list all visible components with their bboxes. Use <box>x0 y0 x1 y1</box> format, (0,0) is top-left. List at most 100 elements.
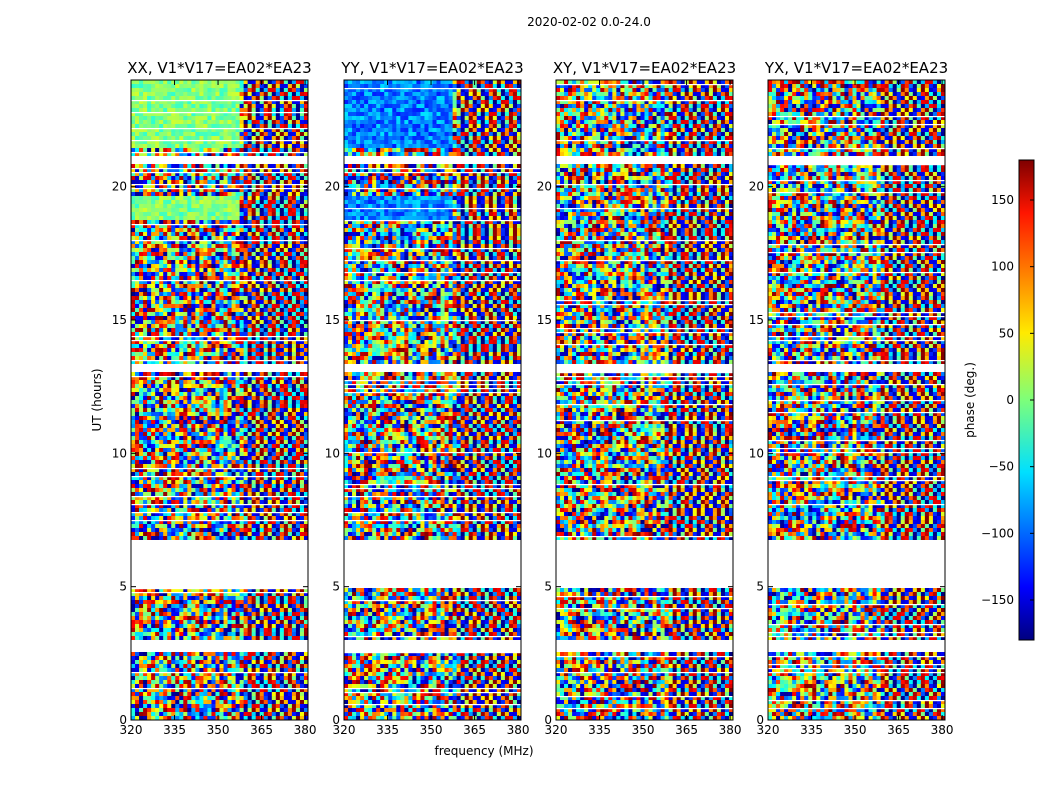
heatmap-cell <box>131 224 136 228</box>
heatmap-cell <box>211 428 216 432</box>
heatmap-cell <box>275 528 281 532</box>
heatmap-cell <box>299 464 305 468</box>
heatmap-cell <box>143 116 148 120</box>
heatmap-cell <box>231 336 236 340</box>
heatmap-cell <box>255 424 261 428</box>
heatmap-cell <box>191 80 196 84</box>
heatmap-cell <box>291 204 297 208</box>
heatmap-cell <box>143 252 148 256</box>
heatmap-cell <box>235 164 241 168</box>
heatmap-cell <box>183 384 188 388</box>
heatmap-cell <box>131 236 136 240</box>
heatmap-cell <box>135 372 140 376</box>
heatmap-cell <box>251 400 257 404</box>
heatmap-cell <box>143 428 148 432</box>
heatmap-cell <box>179 300 184 304</box>
heatmap-cell <box>175 136 180 140</box>
heatmap-cell <box>147 292 152 296</box>
heatmap-cell <box>303 152 309 156</box>
heatmap-cell <box>243 400 249 404</box>
heatmap-cell <box>191 528 196 532</box>
heatmap-cell <box>267 448 273 452</box>
heatmap-cell <box>155 524 160 528</box>
heatmap-cell <box>187 504 192 508</box>
heatmap-cell <box>151 292 156 296</box>
heatmap-cell <box>243 196 249 200</box>
heatmap-cell <box>243 504 249 508</box>
heatmap-cell <box>239 128 245 132</box>
heatmap-cell <box>291 252 297 256</box>
heatmap-cell <box>183 320 188 324</box>
heatmap-cell <box>251 88 257 92</box>
heatmap-cell <box>171 408 176 412</box>
heatmap-cell <box>279 532 285 536</box>
heatmap-cell <box>223 280 228 284</box>
heatmap-cell <box>243 220 249 224</box>
heatmap-cell <box>235 116 241 120</box>
heatmap-cell <box>179 132 184 136</box>
heatmap-cell <box>163 520 168 524</box>
heatmap-cell <box>147 132 152 136</box>
heatmap-cell <box>159 392 164 396</box>
heatmap-cell <box>219 204 224 208</box>
heatmap-cell <box>147 304 152 308</box>
heatmap-cell <box>267 228 273 232</box>
heatmap-cell <box>211 116 216 120</box>
heatmap-cell <box>135 84 140 88</box>
heatmap-cell <box>187 308 192 312</box>
heatmap-cell <box>243 216 249 220</box>
flag-line <box>131 140 308 142</box>
heatmap-cell <box>167 88 172 92</box>
flag-line <box>131 476 308 478</box>
heatmap-cell <box>135 444 140 448</box>
heatmap-cell <box>287 520 293 524</box>
heatmap-cell <box>195 508 200 512</box>
heatmap-cell <box>131 592 136 596</box>
heatmap-cell <box>155 444 160 448</box>
heatmap-cell <box>295 188 301 192</box>
heatmap-cell <box>295 528 301 532</box>
heatmap-cell <box>163 508 168 512</box>
heatmap-cell <box>131 300 136 304</box>
heatmap-cell <box>235 388 241 392</box>
heatmap-cell <box>151 320 156 324</box>
heatmap-cell <box>211 92 216 96</box>
heatmap-cell <box>223 324 228 328</box>
heatmap-cell <box>275 476 281 480</box>
heatmap-cell <box>179 320 184 324</box>
heatmap-cell <box>271 84 277 88</box>
heatmap-cell <box>167 240 172 244</box>
heatmap-cell <box>283 88 289 92</box>
heatmap-cell <box>167 80 172 84</box>
heatmap-cell <box>211 268 216 272</box>
heatmap-cell <box>279 256 285 260</box>
heatmap-cell <box>199 172 204 176</box>
heatmap-cell <box>175 432 180 436</box>
heatmap-cell <box>135 292 140 296</box>
heatmap-cell <box>175 292 180 296</box>
heatmap-cell <box>155 432 160 436</box>
heatmap-cell <box>287 260 293 264</box>
heatmap-cell <box>267 248 273 252</box>
heatmap-cell <box>215 332 220 336</box>
heatmap-cell <box>179 192 184 196</box>
heatmap-cell <box>211 296 216 300</box>
heatmap-cell <box>143 460 148 464</box>
heatmap-cell <box>195 360 200 364</box>
heatmap-cell <box>163 532 168 536</box>
heatmap-cell <box>179 268 184 272</box>
heatmap-cell <box>219 252 224 256</box>
heatmap-cell <box>147 148 152 152</box>
heatmap-cell <box>239 480 245 484</box>
heatmap-cell <box>247 524 253 528</box>
heatmap-cell <box>187 176 192 180</box>
heatmap-cell <box>155 492 160 496</box>
heatmap-cell <box>131 172 136 176</box>
heatmap-cell <box>279 288 285 292</box>
heatmap-cell <box>243 184 249 188</box>
heatmap-cell <box>271 516 277 520</box>
heatmap-cell <box>167 464 172 468</box>
heatmap-cell <box>155 192 160 196</box>
heatmap-cell <box>255 148 261 152</box>
heatmap-cell <box>175 384 180 388</box>
